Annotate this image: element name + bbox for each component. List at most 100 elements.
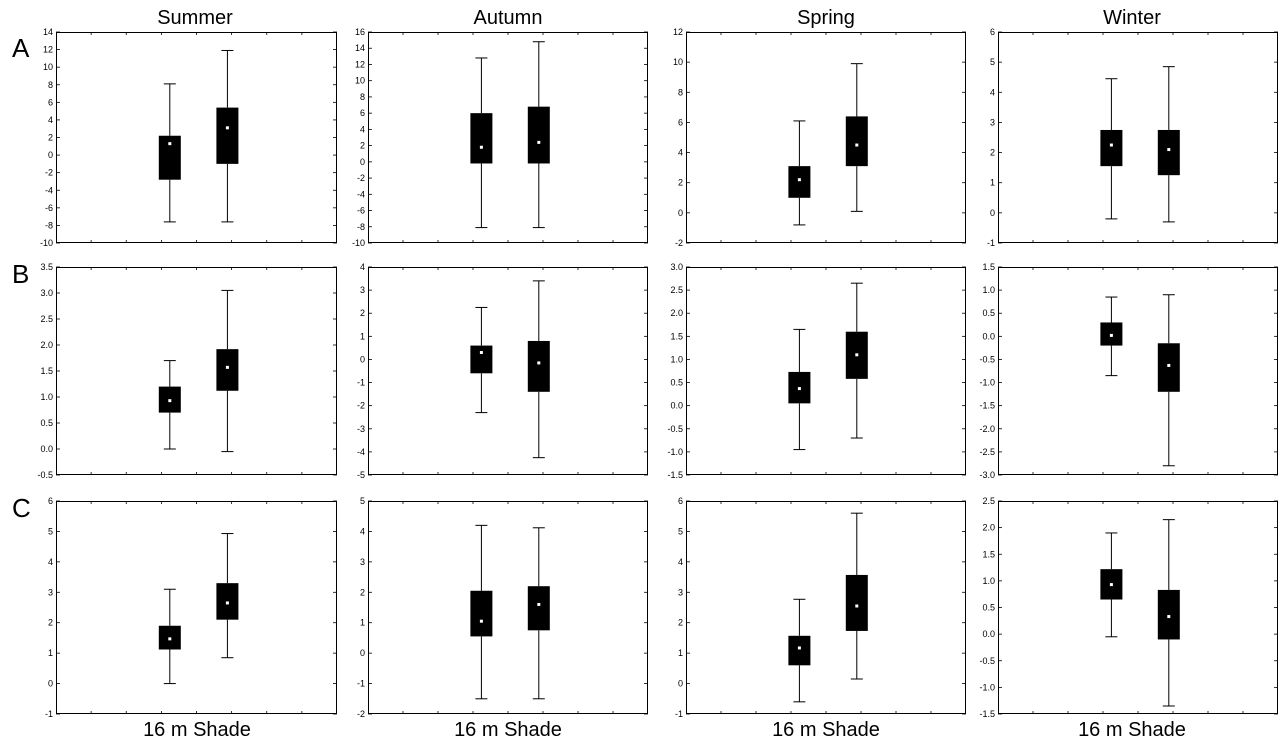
panel-c-winter-y-tick-label: -1.0: [979, 682, 995, 692]
panel-b-autumn: -5 -4 -3 -2 -1 0 1 2 3 4: [357, 262, 648, 480]
panel-b-winter-y-tick-label: -2.0: [979, 424, 995, 434]
panel-b-autumn-y-tick-label: 1: [360, 331, 365, 341]
panel-a-summer-y-tick-label: -8: [45, 220, 53, 230]
panel-c-summer-box-2-median-marker: [225, 601, 229, 605]
panel-b-spring: -1.5 -1.0 -0.5 0.0 0.5 1.0 1.5 2.0 2.5 3.0: [667, 262, 966, 480]
panel-b-spring-y-tick-label: -0.5: [667, 424, 683, 434]
panel-c-winter-box-2-iqr: [1157, 589, 1180, 640]
panel-b-autumn-y-tick-label: -4: [357, 447, 365, 457]
panel-a-winter-box-1-iqr: [1100, 129, 1123, 167]
panel-a-winter-y-tick-label: 6: [990, 27, 995, 37]
panel-b-spring-y-tick-label: 0.5: [670, 378, 683, 388]
panel-b-winter-y-tick-label: -3.0: [979, 470, 995, 480]
panel-c-winter-box-2: [1157, 519, 1180, 707]
panel-b-winter-box-2-median-marker: [1167, 363, 1171, 367]
panel-c-summer-y-tick-label: 1: [48, 648, 53, 658]
bottom-labels: 16 m Shade 16 m Shade 16 m Shade 16 m Sh…: [143, 719, 1186, 741]
panel-a-summer-y-tick-label: 14: [43, 27, 53, 37]
x-axis-label-spring: 16 m Shade: [772, 719, 880, 741]
panel-b-autumn-y-tick-label: -5: [357, 470, 365, 480]
panel-a-spring-y-tick-label: 8: [678, 87, 683, 97]
panel-c-winter-box-1: [1100, 532, 1123, 638]
panel-c-winter-frame: [998, 501, 1278, 714]
panel-c-summer-box-1: [158, 588, 181, 685]
panel-a-summer-y-tick-label: 8: [48, 80, 53, 90]
panel-c-spring-box-2: [845, 512, 868, 680]
panel-b-spring-y-tick-label: 1.0: [670, 354, 683, 364]
panel-b-winter-y-tick-label: -1.5: [979, 401, 995, 411]
panel-c-autumn-y-tick-label: 2: [360, 587, 365, 597]
panel-c-summer-y-tick-label: 3: [48, 587, 53, 597]
panel-b-summer-box-2-median-marker: [225, 365, 229, 369]
panel-b-summer-y-tick-label: -0.5: [37, 470, 53, 480]
panel-b-winter-frame: [998, 267, 1278, 475]
panel-a-winter: -1 0 1 2 3 4 5 6: [987, 27, 1278, 248]
panel-a-summer-box-2: [216, 49, 239, 223]
panel-b-autumn-box-1-median-marker: [479, 351, 483, 355]
panel-a-autumn-frame: [368, 32, 648, 243]
panel-a-spring-y-tick-label: 12: [673, 27, 683, 37]
panel-a-winter-y-tick-label: 2: [990, 148, 995, 158]
panel-a-autumn-y-tick-label: 10: [355, 76, 365, 86]
panel-a-autumn-y-tick-label: 6: [360, 108, 365, 118]
panel-a-summer-box-1-iqr: [158, 135, 181, 180]
panel-a-spring-box-1: [788, 120, 811, 226]
panel-a-autumn-y-tick-label: -8: [357, 222, 365, 232]
panel-a-summer-y-tick-label: 10: [43, 62, 53, 72]
panel-a-summer-y-tick-label: 6: [48, 97, 53, 107]
panel-a-winter-y-tick-label: 3: [990, 117, 995, 127]
panel-a-autumn-y-tick-label: 0: [360, 157, 365, 167]
panel-b-winter-y-tick-label: -1.0: [979, 378, 995, 388]
panel-b-summer-y-tick-label: 3.5: [40, 262, 53, 272]
panel-b-autumn-y-tick-label: -3: [357, 424, 365, 434]
panel-a-autumn-y-tick-label: 16: [355, 27, 365, 37]
panel-b-autumn-frame: [368, 267, 648, 475]
panel-a-winter-y-tick-label: 5: [990, 57, 995, 67]
panel-b-spring-y-tick-label: -1.0: [667, 447, 683, 457]
panel-b-winter-box-1-median-marker: [1109, 333, 1113, 337]
panel-b-autumn-box-2: [527, 280, 550, 459]
panel-c-autumn-y-tick-label: 0: [360, 648, 365, 658]
panel-b-spring-y-tick-label: 2.5: [670, 285, 683, 295]
panel-c-summer-frame: [56, 501, 337, 714]
row-labels: A B C: [12, 33, 31, 523]
panel-c-winter-y-tick-label: 0.5: [982, 603, 995, 613]
panel-a-autumn-box-2-median-marker: [537, 140, 541, 144]
panel-a-winter-box-2-median-marker: [1167, 148, 1171, 152]
panel-b-winter-y-tick-label: 1.0: [982, 285, 995, 295]
panel-a-autumn-y-tick-label: 12: [355, 59, 365, 69]
panel-c-summer-y-tick-label: 6: [48, 496, 53, 506]
panel-a-winter-y-tick-label: 1: [990, 178, 995, 188]
panel-c-winter-y-tick-label: -0.5: [979, 656, 995, 666]
panel-c-autumn-box-1-iqr: [470, 590, 493, 637]
panel-b-spring-frame: [686, 267, 966, 475]
panel-b-autumn-y-tick-label: -1: [357, 378, 365, 388]
panel-a-autumn-y-tick-label: 2: [360, 141, 365, 151]
panel-c-autumn-y-tick-label: 3: [360, 557, 365, 567]
panel-b-winter-y-tick-label: 1.5: [982, 262, 995, 272]
panel-b-summer-frame: [56, 267, 337, 475]
panel-a-summer: -10 -8 -6 -4 -2 0 2 4 6 8 10 12 14: [40, 27, 337, 248]
panel-b-autumn-y-tick-label: 3: [360, 285, 365, 295]
panel-a-winter-box-2-iqr: [1157, 129, 1180, 176]
panel-b-autumn-y-tick-label: 0: [360, 354, 365, 364]
panel-c-winter-y-tick-label: -1.5: [979, 709, 995, 719]
panel-a-spring-y-tick-label: 0: [678, 208, 683, 218]
row-label-c: C: [12, 493, 31, 523]
panel-c-winter-box-2-median-marker: [1167, 615, 1171, 619]
panel-c-summer-box-1-median-marker: [168, 637, 172, 641]
panel-c-autumn-frame: [368, 501, 648, 714]
panel-b-summer-y-tick-label: 0.5: [40, 418, 53, 428]
panel-b-autumn-box-1: [470, 306, 493, 414]
row-label-a: A: [12, 33, 30, 63]
panel-a-autumn-box-1-iqr: [470, 113, 493, 164]
panel-a-spring-y-tick-label: 2: [678, 178, 683, 188]
panel-a-autumn-y-tick-label: -10: [352, 238, 365, 248]
panel-c-spring-box-2-median-marker: [855, 604, 859, 608]
column-title-spring: Spring: [797, 7, 855, 29]
panel-b-summer-y-tick-label: 1.5: [40, 366, 53, 376]
x-axis-label-summer: 16 m Shade: [143, 719, 251, 741]
panel-a-spring-y-tick-label: 10: [673, 57, 683, 67]
panel-a-spring-box-1-median-marker: [797, 178, 801, 182]
panel-b-summer-y-tick-label: 2.5: [40, 314, 53, 324]
